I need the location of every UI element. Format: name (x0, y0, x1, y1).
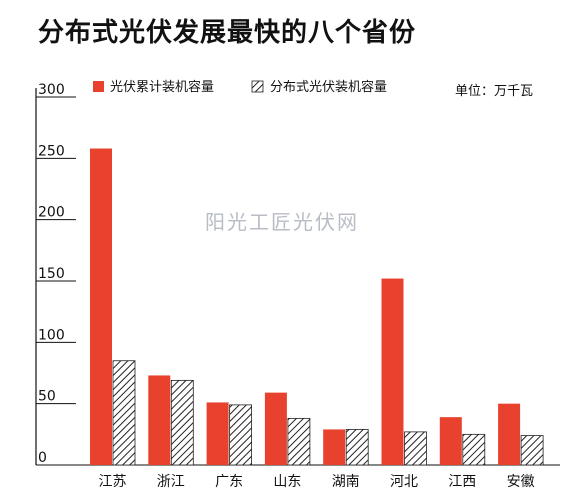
y-tick-label: 0 (38, 450, 47, 466)
legend-swatch-total (93, 81, 104, 92)
x-category-label: 湖南 (332, 474, 360, 490)
unit-label: 单位：万千瓦 (455, 84, 534, 99)
bar-total-7 (498, 403, 521, 465)
x-category-label: 江西 (448, 474, 476, 490)
y-tick-label: 50 (38, 389, 56, 405)
x-category-label: 河北 (390, 474, 418, 490)
bar-distributed-0 (112, 360, 136, 466)
bar-distributed-2 (229, 404, 253, 466)
page-title: 分布式光伏发展最快的八个省份 (38, 18, 417, 48)
bar-distributed-1 (170, 379, 194, 466)
bar-distributed-4 (345, 429, 369, 466)
legend-label-total: 光伏累计装机容量 (110, 79, 214, 95)
x-category-label: 浙江 (157, 474, 185, 490)
legend-swatch-distributed (251, 80, 264, 93)
y-tick-label: 250 (38, 143, 65, 159)
bar-distributed-7 (520, 435, 544, 466)
y-tick-label: 300 (38, 82, 65, 98)
y-tick-label: 100 (38, 327, 65, 343)
bar-distributed-6 (462, 433, 486, 466)
x-category-label: 安徽 (507, 474, 535, 490)
bar-distributed-3 (287, 417, 311, 466)
watermark: 阳光工匠光伏网 (205, 210, 359, 234)
bar-total-1 (148, 375, 171, 465)
bar-total-6 (439, 417, 462, 465)
x-category-label: 山东 (273, 474, 301, 490)
bar-total-2 (206, 402, 229, 465)
bar-total-5 (381, 278, 404, 465)
x-category-label: 江苏 (99, 474, 127, 490)
bar-distributed-5 (404, 431, 427, 466)
x-category-label: 广东 (215, 474, 243, 490)
legend-label-distributed: 分布式光伏装机容量 (270, 79, 387, 95)
y-tick-label: 200 (38, 205, 65, 221)
bar-total-4 (323, 429, 346, 465)
bar-total-0 (90, 148, 112, 465)
y-tick-label: 150 (38, 266, 65, 282)
bar-total-3 (264, 392, 287, 465)
